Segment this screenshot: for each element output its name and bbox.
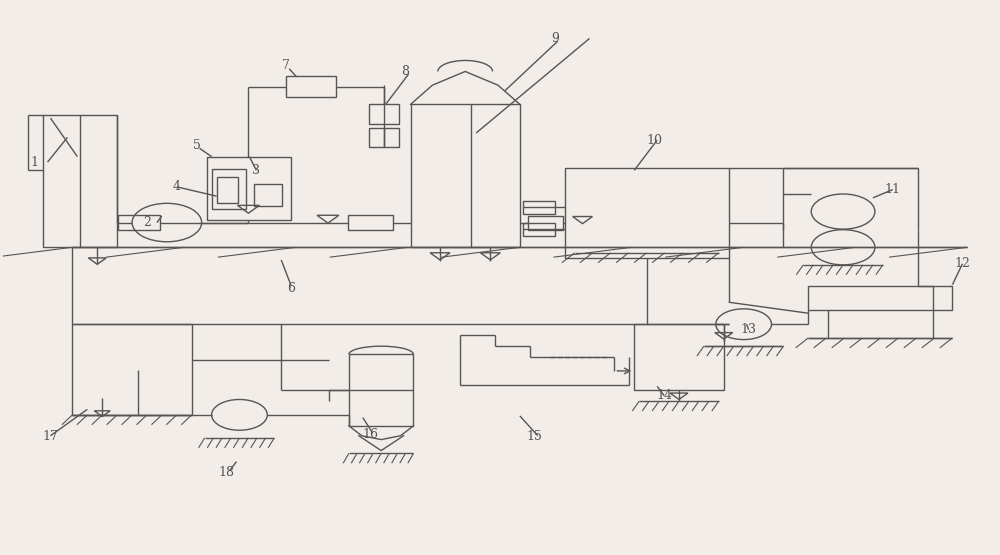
Bar <box>565 168 729 258</box>
Text: 14: 14 <box>656 389 672 402</box>
Bar <box>634 324 724 390</box>
Text: 8: 8 <box>402 65 410 78</box>
Bar <box>217 177 238 203</box>
Text: 13: 13 <box>741 323 757 336</box>
Text: 4: 4 <box>173 180 181 193</box>
Bar <box>254 184 282 206</box>
Bar <box>523 223 555 236</box>
Bar <box>808 286 952 310</box>
Text: 5: 5 <box>193 139 201 152</box>
Bar <box>43 115 117 248</box>
Bar <box>411 104 520 248</box>
Bar <box>212 169 246 209</box>
Text: 10: 10 <box>646 134 662 147</box>
Bar <box>523 200 555 214</box>
Text: 12: 12 <box>954 258 970 270</box>
Text: 3: 3 <box>252 164 260 177</box>
Text: 7: 7 <box>282 59 290 73</box>
Bar <box>369 128 399 147</box>
Bar <box>118 215 160 230</box>
Bar <box>348 215 393 230</box>
Text: 6: 6 <box>287 282 295 295</box>
Bar <box>286 77 336 97</box>
Text: 1: 1 <box>31 155 39 169</box>
Bar <box>207 157 291 220</box>
Text: 9: 9 <box>551 32 559 45</box>
Bar <box>72 324 192 415</box>
Bar <box>528 216 563 230</box>
Text: 18: 18 <box>219 466 235 479</box>
Text: 11: 11 <box>885 183 901 196</box>
Text: 15: 15 <box>527 430 543 443</box>
Text: 17: 17 <box>43 430 58 443</box>
Text: 16: 16 <box>363 427 379 441</box>
Bar <box>349 355 413 426</box>
Text: 2: 2 <box>143 216 151 229</box>
Bar <box>369 104 399 124</box>
